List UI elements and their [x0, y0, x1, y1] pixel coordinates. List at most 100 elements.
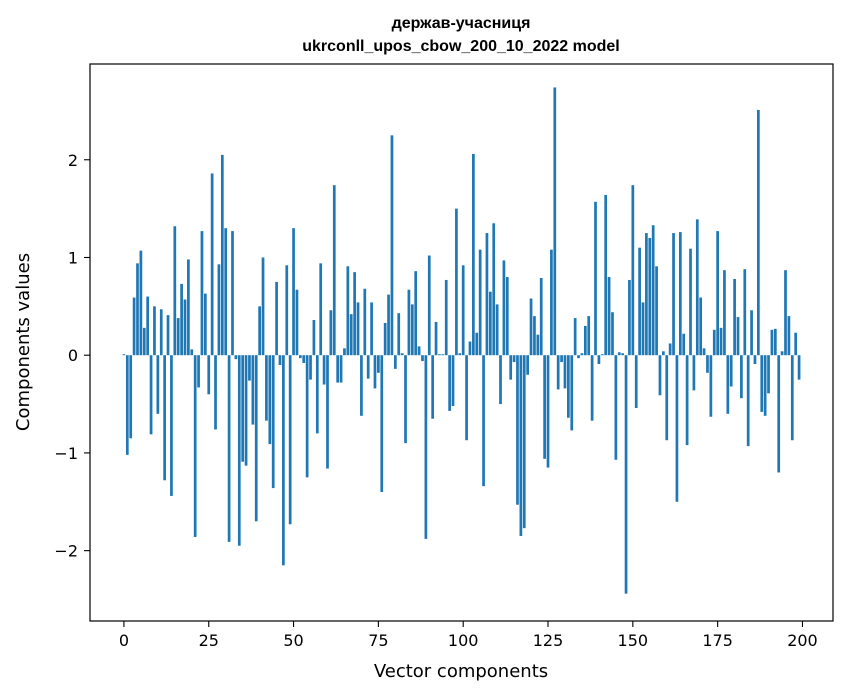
bar-119 [526, 355, 530, 375]
bar-96 [448, 355, 451, 411]
bar-140 [597, 355, 601, 364]
bar-19 [187, 259, 190, 356]
bar-56 [312, 320, 316, 356]
bar-74 [373, 355, 377, 389]
x-axis-label: Vector components [374, 661, 548, 682]
bar-193 [777, 355, 781, 473]
plot-area-frame [89, 63, 834, 622]
bar-159 [662, 351, 665, 356]
bar-138 [590, 355, 594, 421]
bar-28 [217, 264, 221, 356]
bar-131 [567, 355, 570, 418]
bar-26 [210, 173, 214, 356]
bar-144 [611, 312, 614, 356]
x-tick-label: 175 [702, 631, 733, 650]
bar-183 [743, 269, 747, 356]
bar-164 [678, 232, 682, 356]
bar-94 [441, 354, 445, 356]
bar-60 [326, 355, 329, 469]
bar-108 [488, 291, 492, 356]
bar-93 [438, 354, 441, 356]
bar-84 [407, 289, 411, 356]
bar-132 [570, 355, 574, 431]
bar-54 [305, 355, 309, 478]
bar-103 [472, 153, 475, 356]
bar-1 [125, 355, 129, 455]
bar-44 [271, 355, 275, 489]
bar-0 [122, 354, 126, 356]
x-tick-label: 125 [533, 631, 564, 650]
bar-71 [363, 288, 367, 356]
bar-190 [767, 355, 770, 394]
bar-118 [522, 355, 526, 529]
bar-47 [282, 355, 285, 566]
bar-192 [773, 328, 777, 356]
bar-46 [278, 355, 282, 365]
bar-169 [695, 219, 699, 356]
bar-14 [170, 355, 173, 496]
bar-34 [237, 355, 241, 546]
bar-191 [770, 329, 774, 356]
bar-198 [794, 332, 798, 356]
bar-59 [322, 355, 326, 385]
bar-48 [285, 265, 289, 356]
bar-39 [254, 355, 258, 522]
bar-41 [261, 257, 265, 356]
bar-116 [516, 355, 519, 505]
bar-117 [519, 355, 523, 536]
bar-77 [383, 322, 387, 356]
bar-170 [699, 297, 703, 356]
bar-121 [533, 316, 536, 356]
y-tick-label: 1 [68, 248, 78, 267]
bar-85 [410, 304, 414, 356]
bar-6 [142, 327, 146, 356]
x-tick-label: 0 [119, 631, 129, 650]
bar-112 [502, 260, 506, 356]
bar-168 [692, 355, 696, 391]
bar-167 [689, 248, 692, 356]
bar-88 [421, 355, 424, 362]
bar-50 [292, 228, 295, 356]
bar-40 [258, 306, 261, 356]
bar-109 [492, 223, 496, 356]
bar-160 [665, 355, 669, 441]
bar-92 [434, 321, 438, 356]
bar-136 [583, 325, 587, 356]
y-axis-ticks: −2 −1 0 1 2 [54, 151, 90, 561]
bar-106 [482, 355, 485, 487]
chart-title-line2: ukrconll_upos_cbow_200_10_2022 model [302, 38, 619, 55]
bar-196 [787, 316, 791, 356]
bar-122 [536, 334, 540, 356]
y-tick-label: 2 [68, 151, 78, 170]
bar-9 [153, 306, 156, 356]
bar-199 [797, 355, 801, 380]
bar-102 [468, 341, 472, 356]
bar-81 [397, 313, 401, 356]
bar-21 [193, 355, 197, 537]
bar-82 [400, 353, 404, 356]
bar-153 [641, 302, 645, 356]
bar-89 [424, 355, 428, 539]
y-tick-label: 0 [68, 346, 78, 365]
bar-181 [736, 317, 740, 356]
bar-5 [139, 250, 143, 356]
bar-100 [461, 265, 465, 356]
bar-197 [790, 355, 794, 441]
bar-42 [265, 355, 268, 421]
bar-68 [353, 272, 356, 356]
bar-22 [197, 355, 200, 388]
x-tick-label: 100 [448, 631, 479, 650]
bar-128 [556, 355, 560, 390]
bar-165 [682, 333, 686, 356]
bar-147 [621, 353, 625, 356]
bar-36 [244, 355, 248, 466]
bar-78 [387, 294, 390, 356]
bar-194 [780, 351, 784, 356]
bar-62 [332, 185, 336, 356]
bar-141 [600, 354, 604, 356]
bar-51 [295, 289, 299, 356]
bar-24 [203, 293, 207, 356]
bar-13 [166, 315, 170, 356]
bar-135 [580, 353, 584, 356]
